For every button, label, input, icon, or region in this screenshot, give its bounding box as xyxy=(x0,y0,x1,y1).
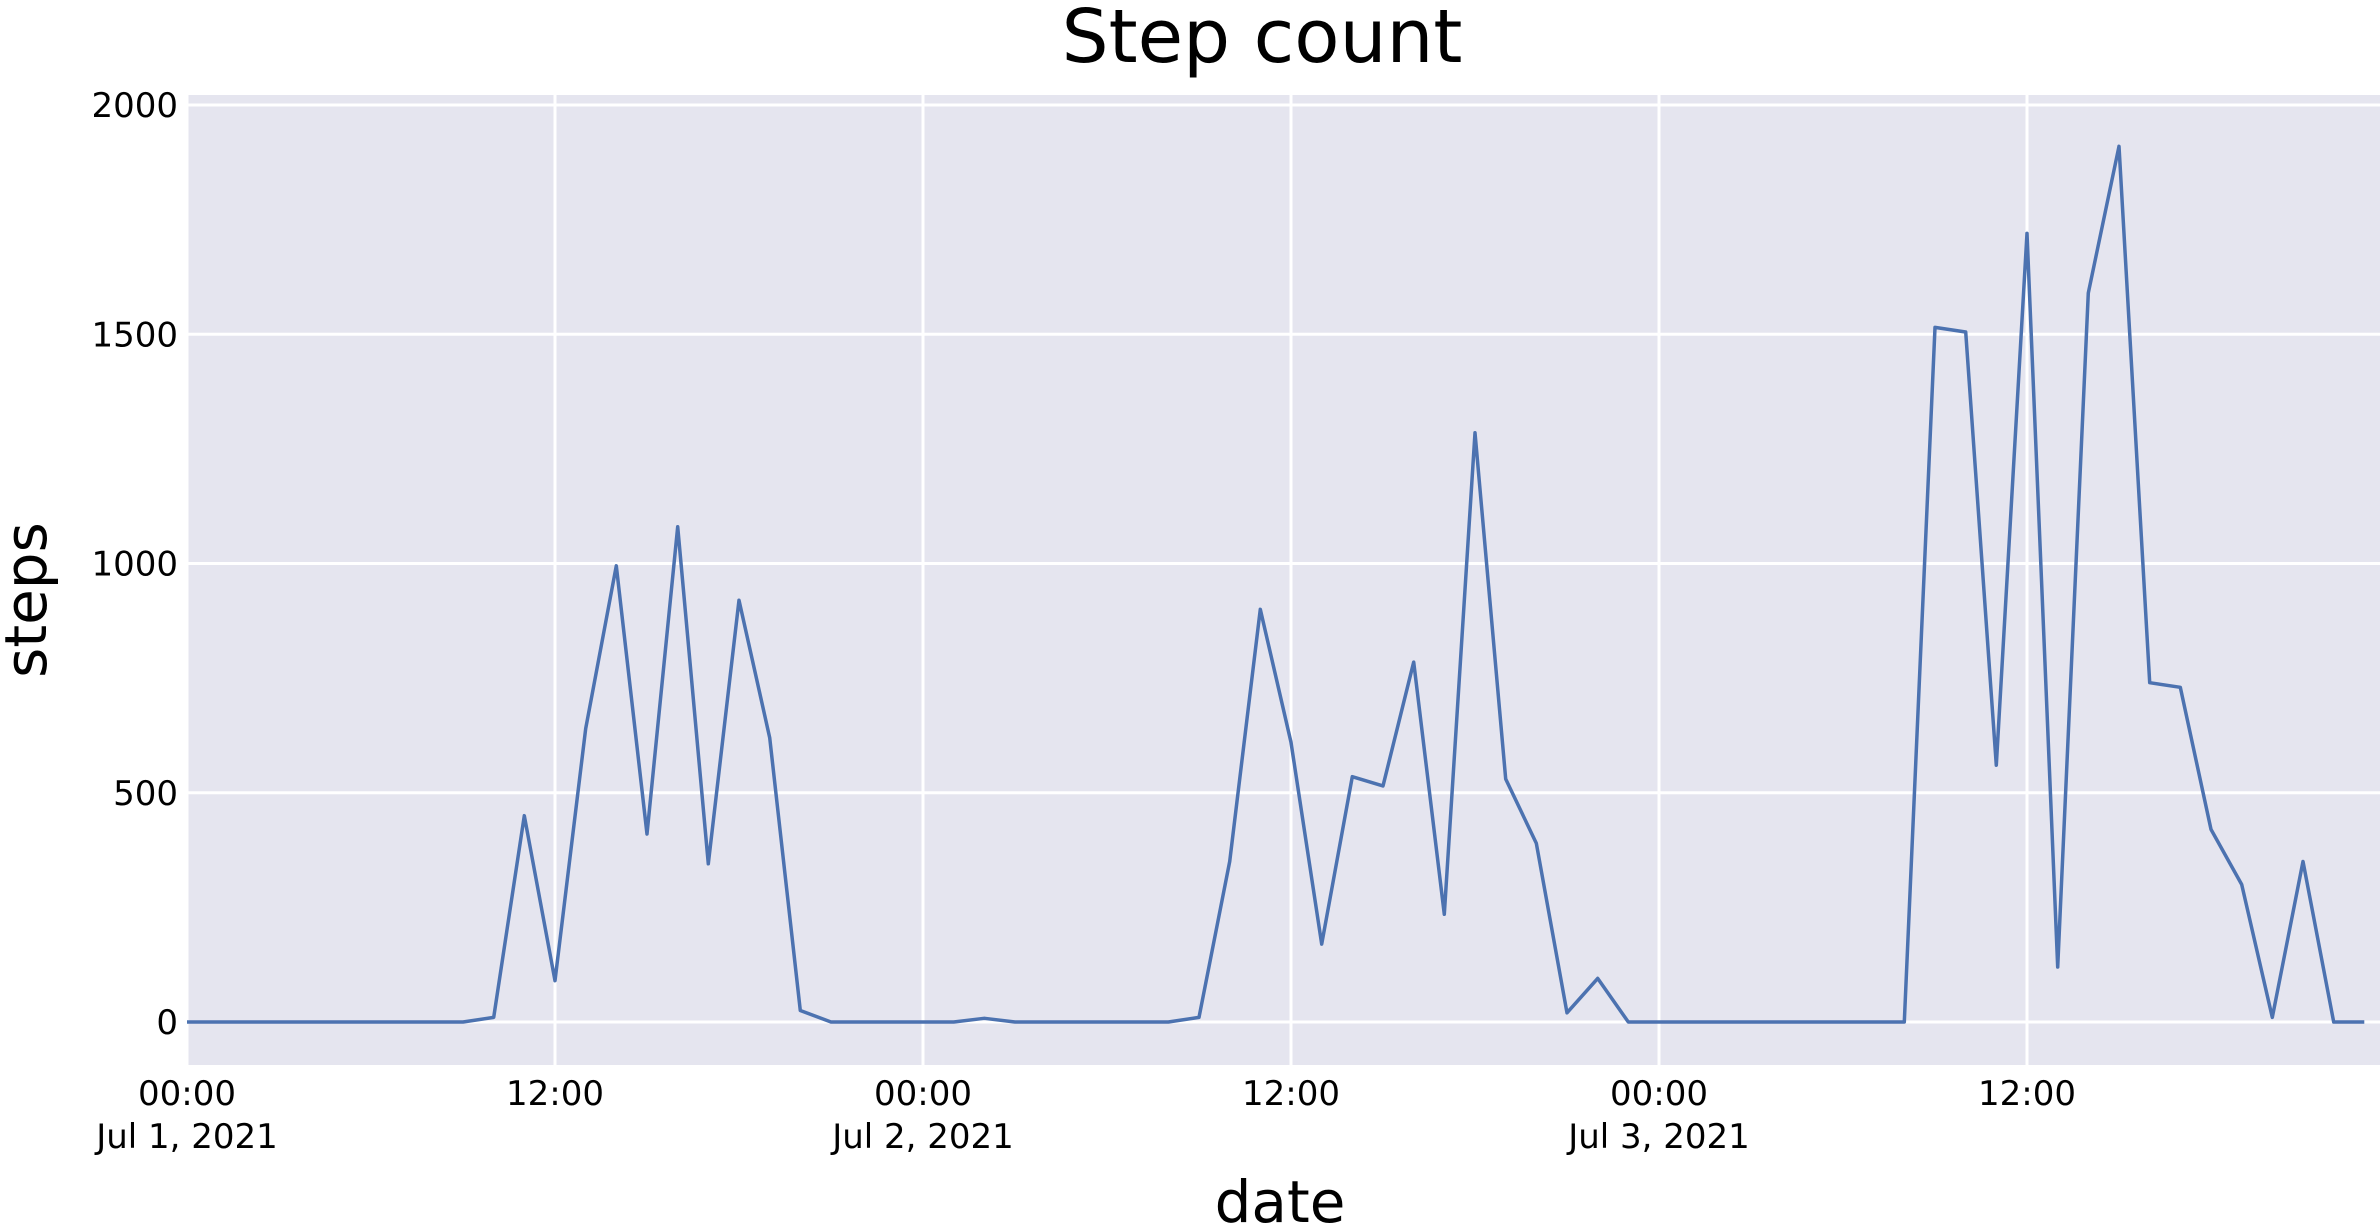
x-tick-label: 00:00 xyxy=(874,1074,972,1114)
x-tick-label: 00:00 xyxy=(138,1074,236,1114)
y-tick-label: 0 xyxy=(156,1003,178,1043)
x-axis-title: date xyxy=(1215,1168,1346,1230)
y-axis-title: steps xyxy=(0,522,60,678)
y-gridlines xyxy=(187,103,2380,1024)
x-tick-label: 12:00 xyxy=(1978,1074,2076,1114)
chart-title: Step count xyxy=(1062,0,1463,80)
plot-area xyxy=(187,95,2380,1065)
y-tick-label: 500 xyxy=(113,774,178,814)
y-tick-label: 1000 xyxy=(91,545,178,585)
x-tick-label: 12:00 xyxy=(506,1074,604,1114)
y-tick-label: 1500 xyxy=(91,315,178,355)
series-layer xyxy=(187,144,2365,1024)
y-tick-labels: 0 500 1000 1500 2000 xyxy=(91,86,178,1043)
series-line xyxy=(187,144,2365,1024)
y-tick-label: 2000 xyxy=(91,86,178,126)
x-tick-date-label: Jul 2, 2021 xyxy=(830,1117,1014,1157)
x-tick-date-label: Jul 3, 2021 xyxy=(1566,1117,1750,1157)
x-tick-label: 00:00 xyxy=(1610,1074,1708,1114)
x-tick-label: 12:00 xyxy=(1242,1074,1340,1114)
x-tick-date-label: Jul 1, 2021 xyxy=(94,1117,278,1157)
